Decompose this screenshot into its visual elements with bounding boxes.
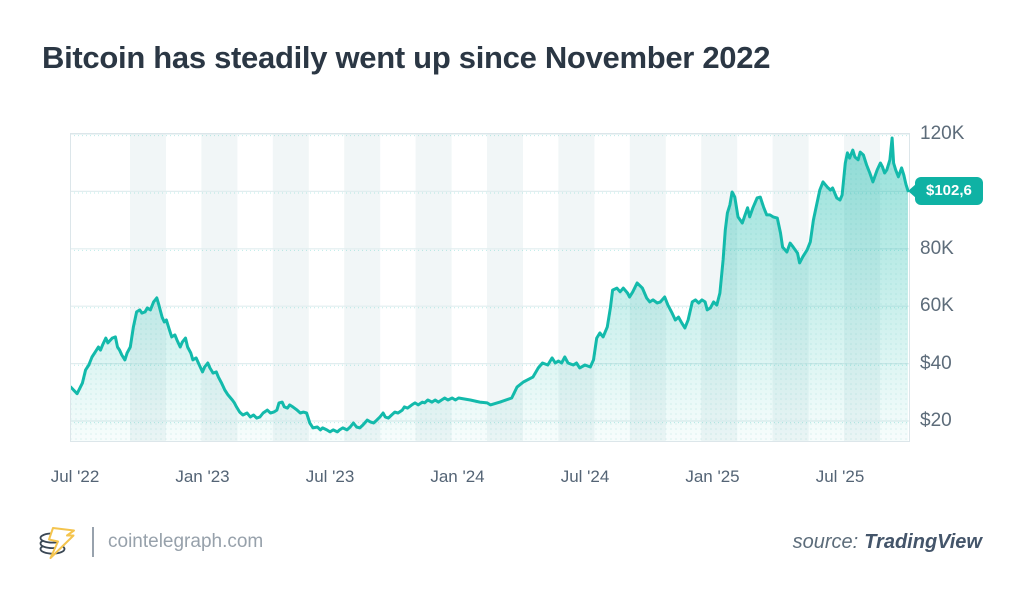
y-tick-label: $20	[920, 410, 952, 431]
site-name: cointelegraph.com	[108, 531, 264, 552]
source-label: source:	[792, 531, 859, 553]
current-price-badge: $102,6	[915, 176, 983, 205]
x-tick-label: Jul '23	[305, 467, 355, 486]
footer: cointelegraph.com	[38, 522, 263, 562]
y-tick-label: 60K	[920, 295, 954, 317]
background-stripe	[344, 133, 381, 442]
y-tick-label: 120K	[920, 123, 965, 144]
x-tick-label: Jul '25	[815, 467, 865, 486]
x-tick-label: Jan '24	[430, 467, 485, 486]
cointelegraph-logo-icon	[38, 522, 78, 562]
x-tick-label: Jan '25	[685, 467, 740, 486]
plot-area	[70, 133, 910, 442]
x-tick-label: Jul '22	[50, 467, 100, 486]
price-line	[70, 136, 910, 434]
background-stripe	[415, 133, 452, 442]
chart-title: Bitcoin has steadily went up since Novem…	[42, 40, 771, 75]
x-tick-label: Jul '24	[560, 467, 610, 486]
x-tick-label: Jan '23	[175, 467, 230, 486]
source-credit: source: TradingView	[793, 531, 982, 554]
source-value: TradingView	[864, 531, 982, 553]
y-tick-label: 80K	[920, 237, 954, 259]
current-price-badge-text: $102,6	[926, 182, 972, 200]
coin-stack-lightning-icon	[39, 527, 75, 559]
footer-divider	[92, 527, 94, 557]
price-area-texture	[70, 138, 909, 442]
plot-border	[70, 133, 910, 442]
y-tick-label: $40	[920, 352, 952, 374]
background-stripe	[272, 133, 309, 442]
price-area-chart	[70, 133, 910, 442]
